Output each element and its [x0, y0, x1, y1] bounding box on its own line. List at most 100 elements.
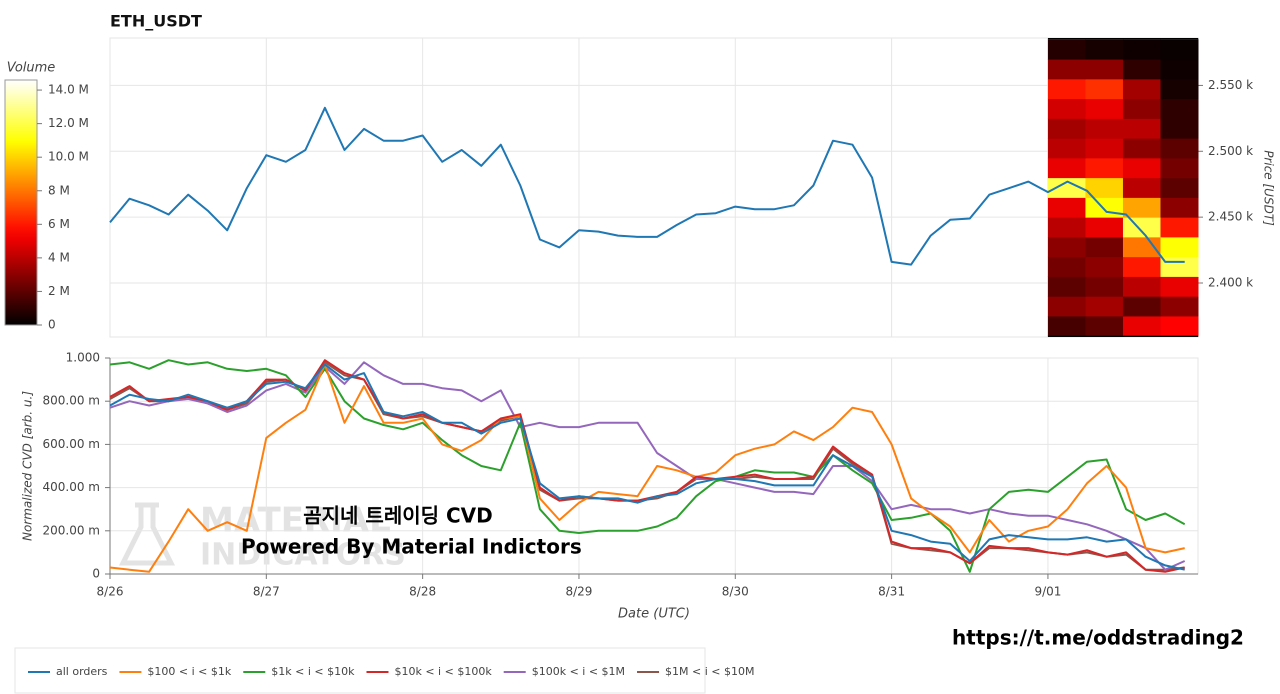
- legend-label: $100k < i < $1M: [532, 665, 625, 678]
- heatmap-cell: [1047, 138, 1086, 159]
- y-tick-label: 1.000: [66, 351, 100, 365]
- heatmap-cell: [1122, 217, 1161, 238]
- watermark-icon: [118, 502, 176, 566]
- heatmap-cell: [1122, 256, 1161, 277]
- heatmap-cell: [1047, 118, 1086, 139]
- x-tick-label: 8/29: [565, 585, 592, 599]
- link[interactable]: https://t.me/oddstrading2: [952, 626, 1244, 650]
- heatmap-cell: [1047, 315, 1086, 337]
- heatmap-cell: [1160, 39, 1199, 60]
- line: [109, 359, 1186, 573]
- heatmap-cell: [1160, 98, 1199, 119]
- heatmap-cell: [1160, 59, 1199, 80]
- heatmap-cell: [1160, 197, 1199, 218]
- heatmap-cell: [1160, 236, 1199, 258]
- line: [109, 106, 1185, 266]
- heatmap-cell: [1160, 157, 1199, 179]
- heatmap-cell: [1160, 78, 1199, 100]
- legend-label: $10k < i < $100k: [394, 665, 492, 678]
- heatmap-cell: [1047, 256, 1086, 277]
- legend-label: $1k < i < $10k: [271, 665, 355, 678]
- x-tick-label: 9/01: [1034, 585, 1061, 599]
- heatmap-cell: [1085, 296, 1124, 317]
- line: [109, 363, 1185, 573]
- y-tick-label: 200.00 m: [43, 523, 101, 537]
- heatmap-cell: [1160, 118, 1199, 139]
- heatmap-cell: [1085, 98, 1124, 119]
- line: [109, 363, 1185, 571]
- heatmap-cell: [1122, 59, 1161, 80]
- watermark: INDICATORS: [200, 538, 406, 573]
- colorbar-tick-label: 12.0 M: [48, 116, 89, 130]
- y-tick-label: 2.550 k: [1208, 78, 1253, 92]
- y-axis-label: Normalized CVD [arb. u.]: [21, 391, 35, 541]
- heatmap-cell: [1085, 256, 1124, 277]
- plot-frame: [109, 37, 1199, 338]
- y-tick-label: 800.00 m: [43, 394, 101, 408]
- y-tick-label: 0: [92, 567, 100, 581]
- heatmap-cell: [1047, 236, 1086, 258]
- heatmap-cell: [1047, 59, 1086, 80]
- chart-title: ETH_USDT: [110, 12, 202, 31]
- heatmap-cell: [1160, 138, 1199, 159]
- heatmap-cell: [1047, 217, 1086, 238]
- x-tick-label: 8/28: [409, 585, 436, 599]
- heatmap-cell: [1160, 217, 1199, 238]
- y-tick-label: 2.450 k: [1208, 210, 1253, 224]
- heatmap-cell: [1085, 236, 1124, 258]
- x-tick-label: 8/30: [722, 585, 749, 599]
- heatmap-cell: [1047, 276, 1086, 297]
- colorbar-tick-label: 8 M: [48, 183, 70, 197]
- line: [109, 361, 1186, 571]
- colorbar-tick-label: 2 M: [48, 284, 70, 298]
- colorbar: [4, 79, 38, 326]
- heatmap-bg: [1047, 335, 1198, 337]
- colorbar-tick-label: 4 M: [48, 250, 70, 264]
- heatmap-cell: [1085, 315, 1124, 337]
- heatmap-cell: [1047, 197, 1086, 218]
- heatmap-cell: [1122, 39, 1161, 60]
- heatmap-cell: [1085, 138, 1124, 159]
- heatmap-cell: [1047, 177, 1086, 198]
- annotation: 곰지네 트레이딩 CVD: [303, 504, 492, 528]
- heatmap-cell: [1122, 315, 1161, 337]
- plots: 2.400 k 2.450 k 2.500 k 2.550 k 0 2 M 4 M 6 M 8 …: [4, 37, 1253, 678]
- heatmap-cell: [1085, 39, 1124, 60]
- heatmap-cell: [1122, 197, 1161, 218]
- heatmap-cell: [1122, 138, 1161, 159]
- legend-label: $1M < i < $10M: [665, 665, 754, 678]
- watermark: MATERIAL: [200, 501, 391, 541]
- heatmap-cell: [1047, 39, 1086, 60]
- heatmap-cell: [1160, 177, 1199, 198]
- legend-box: [14, 647, 706, 694]
- heatmap-cell: [1122, 276, 1161, 297]
- heatmap-cell: [1047, 157, 1086, 179]
- colorbar-tick-label: 14.0 M: [48, 83, 89, 97]
- heatmap-cell: [1047, 98, 1086, 119]
- y-tick-label: 600.00 m: [43, 437, 101, 451]
- x-axis-label: Date (UTC): [618, 607, 690, 622]
- colorbar-tick-label: 6 M: [48, 217, 70, 231]
- heatmap-cell: [1160, 315, 1199, 337]
- colorbar-tick-label: 0: [48, 318, 56, 332]
- legend-label: $100 < i < $1k: [147, 665, 231, 678]
- y-axis-label: Price [USDT]: [1262, 150, 1276, 226]
- heatmap-cell: [1047, 296, 1086, 317]
- heatmap-cell: [1122, 78, 1161, 100]
- heatmap-cell: [1085, 276, 1124, 297]
- x-tick-label: 8/31: [878, 585, 905, 599]
- colorbar-tick-label: 10.0 M: [48, 150, 89, 164]
- annotation: Powered By Material Indictors: [241, 535, 582, 559]
- y-tick-label: 2.400 k: [1208, 275, 1253, 289]
- heatmap-bg: [1047, 38, 1198, 40]
- heatmap-cell: [1047, 78, 1086, 100]
- x-tick-label: 8/26: [97, 585, 124, 599]
- heatmap-cell: [1160, 276, 1199, 297]
- heatmap-cell: [1122, 157, 1161, 179]
- x-tick-label: 8/27: [253, 585, 280, 599]
- heatmap-cell: [1160, 296, 1199, 317]
- heatmap-cell: [1085, 157, 1124, 179]
- heatmap-cell: [1085, 59, 1124, 80]
- legend-label: all orders: [56, 665, 108, 678]
